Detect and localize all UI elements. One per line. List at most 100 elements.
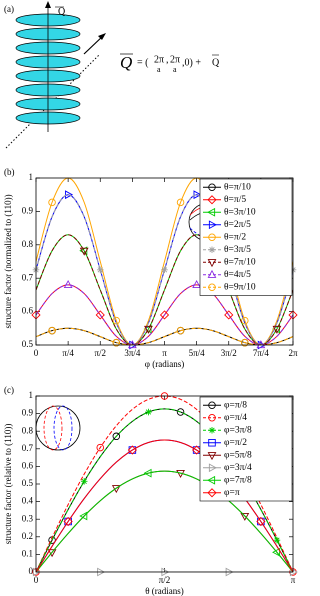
formula-part: 2π (170, 54, 180, 65)
panel-label: (b) (4, 167, 15, 177)
marker (143, 468, 152, 478)
series-line (36, 470, 293, 572)
x-tick-label: 0 (34, 348, 39, 358)
arrow-head (45, 1, 51, 8)
legend-marker (208, 439, 216, 447)
legend-marker (208, 463, 217, 473)
legend-label: θ=3π/5 (224, 245, 251, 255)
panel-label: (c) (4, 385, 14, 395)
y-tick-label: 0.4 (22, 496, 34, 506)
q-axis-label: Q (58, 6, 66, 17)
legend-label: θ=9π/10 (224, 282, 256, 292)
y-tick-label: 0.8 (22, 425, 34, 435)
legend-marker (207, 475, 216, 485)
marker (96, 266, 104, 274)
arrow-head (98, 33, 106, 40)
y-axis-label: structure factor (relative to (110)) (3, 424, 13, 545)
marker (48, 198, 56, 207)
legend-label: θ=π/2 (224, 232, 246, 242)
marker (48, 326, 56, 335)
x-tick-label: 0 (34, 575, 39, 585)
y-axis-label: structure factor (normalized to (110)) (3, 194, 13, 328)
y-tick-label: 0.3 (22, 513, 34, 523)
x-tick-label: π/2 (94, 348, 106, 358)
marker (241, 338, 249, 347)
legend-marker (207, 488, 217, 498)
marker (79, 247, 89, 256)
plot-frame (35, 395, 294, 573)
marker (128, 446, 137, 454)
formula-part: Q (212, 57, 220, 68)
x-tick-label: 7π/4 (253, 348, 270, 358)
legend-marker (208, 401, 216, 410)
series-line (36, 234, 293, 345)
legend-label: φ=π/2 (224, 438, 247, 448)
dotted-axis (5, 53, 101, 149)
x-tick-label: 3π/2 (221, 348, 237, 358)
y-tick-label: 0.9 (22, 205, 34, 215)
y-tick-label: 0.5 (22, 478, 34, 488)
marker (192, 445, 202, 455)
legend-marker (207, 207, 216, 217)
panel-label: (a) (4, 4, 14, 14)
legend-label: φ=π/4 (224, 413, 247, 423)
marker (145, 408, 152, 416)
marker (176, 198, 185, 207)
series-line (36, 327, 293, 345)
marker (256, 516, 266, 527)
x-tick-label: 2π (288, 348, 298, 358)
legend-marker (207, 195, 217, 205)
formula-part: a (157, 65, 161, 74)
y-tick-label: 0.9 (22, 408, 34, 418)
x-tick-label: π (162, 348, 167, 358)
y-tick-label: 0.6 (22, 306, 34, 316)
formula-part: ,0) + (182, 57, 201, 68)
inset-c (35, 405, 81, 451)
legend-marker (207, 259, 217, 268)
legend-marker (208, 246, 216, 254)
marker (273, 536, 281, 544)
x-tick-label: π (291, 575, 296, 585)
legend-marker (208, 220, 217, 230)
marker (47, 549, 57, 558)
legend-marker (207, 452, 217, 461)
marker (79, 511, 88, 521)
y-tick-label: 1 (29, 390, 34, 400)
marker (193, 190, 202, 200)
marker (272, 547, 281, 557)
marker (80, 478, 88, 485)
y-tick-label: 0.7 (22, 272, 34, 282)
marker (95, 310, 105, 320)
formula-part: = ( (137, 57, 149, 68)
legend-label: θ=π/5 (224, 195, 246, 205)
formula-part: , (166, 54, 169, 65)
legend-label: φ=3π/8 (224, 425, 252, 435)
series-line (36, 284, 293, 345)
marker (272, 325, 282, 334)
legend-label: φ=π/8 (224, 400, 247, 410)
marker (176, 408, 185, 416)
y-tick-label: 0.6 (22, 460, 34, 470)
marker (176, 326, 185, 335)
marker (96, 443, 104, 452)
marker (144, 325, 153, 334)
legend-marker (208, 283, 216, 292)
marker (240, 512, 250, 521)
formula-part: 2π (154, 54, 164, 65)
legend-label: φ=π (224, 488, 240, 498)
legend-label: θ=2π/5 (224, 220, 251, 230)
x-tick-label: 5π/4 (189, 348, 206, 358)
series-line (36, 439, 293, 572)
marker (192, 279, 202, 288)
x-tick-label: 3π/4 (124, 348, 141, 358)
marker (224, 310, 234, 320)
legend-box (199, 396, 293, 502)
y-tick-label: 0 (29, 566, 34, 576)
marker (257, 517, 265, 526)
formula-part: a (173, 65, 177, 74)
y-tick-label: 0.7 (22, 443, 34, 453)
y-tick-label: 0.8 (22, 239, 34, 249)
marker (112, 338, 121, 347)
y-tick-label: 0.5 (22, 339, 34, 349)
legend-marker (208, 414, 216, 422)
